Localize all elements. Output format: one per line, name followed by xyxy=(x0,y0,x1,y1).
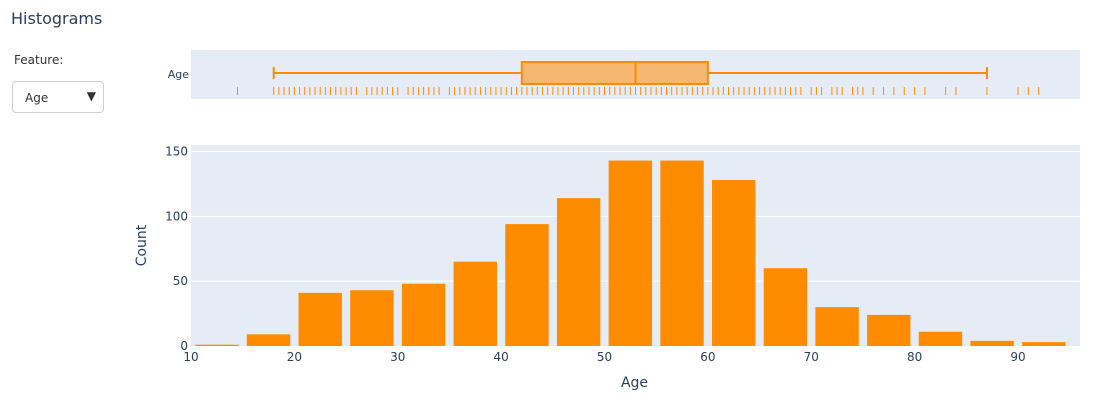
histogram-bar xyxy=(1022,342,1066,346)
x-tick-label: 30 xyxy=(390,350,405,364)
box-category-label: Age xyxy=(168,68,190,81)
feature-dropdown[interactable]: Age ▼ xyxy=(12,81,104,113)
x-tick-label: 20 xyxy=(287,350,302,364)
x-tick-label: 90 xyxy=(1010,350,1025,364)
chevron-down-icon: ▼ xyxy=(86,89,96,103)
histogram-bar xyxy=(608,160,653,346)
histogram-bar xyxy=(505,224,549,346)
histogram-bar xyxy=(815,307,859,346)
histogram-bar xyxy=(350,290,394,346)
histogram-bar xyxy=(298,292,342,346)
feature-label: Feature: xyxy=(14,53,64,67)
histogram-bar xyxy=(867,314,911,346)
x-tick-label: 70 xyxy=(804,350,819,364)
y-tick-label: 0 xyxy=(180,339,188,353)
histogram-bar xyxy=(453,261,497,346)
y-axis-label: Count xyxy=(134,224,150,266)
histogram-bar xyxy=(918,331,963,346)
histogram-bar xyxy=(246,334,291,346)
x-tick-label: 60 xyxy=(700,350,715,364)
feature-dropdown-value: Age xyxy=(25,91,49,105)
histogram-bar xyxy=(660,160,704,346)
x-tick-label: 80 xyxy=(907,350,922,364)
histogram-panel: 10 20 30 40 50 60 70 80 90 0 50 100 150 Age Count xyxy=(134,144,1080,391)
page-title: Histograms xyxy=(11,9,103,28)
histogram-bar xyxy=(970,340,1014,346)
x-tick-label: 40 xyxy=(493,350,508,364)
histogram-bar xyxy=(711,180,756,346)
y-tick-label: 150 xyxy=(165,144,188,158)
x-tick-label: 10 xyxy=(183,350,198,364)
box-plot-panel: Age xyxy=(168,50,1080,99)
y-tick-label: 100 xyxy=(165,209,188,223)
histogram-bar xyxy=(195,344,239,346)
histogram-bar xyxy=(556,198,601,346)
x-tick-label: 50 xyxy=(597,350,612,364)
x-axis-label: Age xyxy=(621,375,648,391)
histogram-bar xyxy=(401,283,446,346)
y-tick-label: 50 xyxy=(173,274,188,288)
box-iqr xyxy=(520,61,709,85)
histogram-bar xyxy=(763,268,808,346)
